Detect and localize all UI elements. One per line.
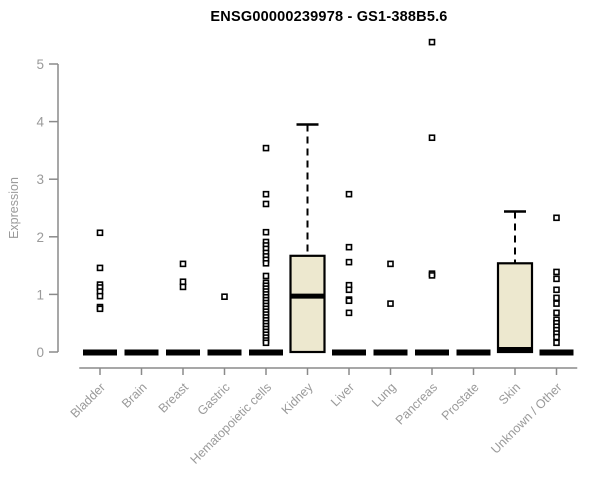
x-tick-label: Lung — [369, 380, 399, 410]
x-tick-label: Brain — [119, 380, 150, 411]
collapsed-box — [456, 349, 491, 356]
x-tick-label: Prostate — [439, 380, 482, 423]
outlier-point — [553, 286, 560, 294]
x-tick-label: Breast — [156, 380, 192, 416]
box — [289, 254, 326, 354]
outlier-point — [262, 228, 270, 236]
chart-title: ENSG00000239978 - GS1-388B5.6 — [210, 9, 448, 25]
outlier-point — [553, 339, 560, 347]
outlier-point — [345, 309, 353, 317]
outlier-point — [179, 278, 187, 286]
outlier-point — [553, 333, 560, 341]
outlier-point — [553, 294, 560, 302]
x-tick-label: Gastric — [195, 380, 233, 418]
x-tick-label: Bladder — [68, 380, 108, 420]
x-tick-label: Skin — [496, 380, 523, 407]
collapsed-box — [415, 349, 449, 356]
median-line — [498, 347, 532, 352]
outlier-point — [428, 272, 436, 279]
median-line — [290, 293, 325, 299]
outlier-point — [179, 283, 187, 291]
y-tick-label: 1 — [36, 287, 44, 302]
outlier-point — [96, 229, 104, 237]
outlier-point — [262, 339, 270, 347]
outlier-point — [553, 214, 560, 222]
outlier-point — [179, 260, 187, 268]
x-tick-label: Pancreas — [393, 380, 440, 427]
outlier-point — [387, 260, 394, 268]
collapsed-box — [373, 349, 408, 356]
outlier-point — [345, 243, 353, 251]
x-tick-label: Hematopoietic cells — [188, 380, 275, 467]
outlier-point — [262, 259, 270, 267]
outlier-point — [553, 268, 560, 276]
outlier-point — [262, 144, 270, 152]
outlier-point — [96, 264, 104, 272]
outlier-point — [262, 190, 270, 198]
outlier-point — [345, 190, 353, 198]
y-tick-label: 3 — [36, 172, 44, 187]
y-tick-label: 0 — [36, 345, 44, 360]
outlier-point — [387, 300, 394, 307]
collapsed-box — [332, 349, 366, 356]
y-tick-label: 5 — [36, 57, 44, 72]
collapsed-box — [124, 349, 159, 356]
outlier-point — [345, 297, 353, 305]
outlier-point — [428, 38, 436, 46]
outlier-point — [345, 258, 353, 266]
collapsed-box — [249, 349, 283, 356]
outlier-point — [96, 305, 104, 313]
y-axis-title: Expression — [7, 177, 21, 239]
y-tick-label: 4 — [36, 115, 44, 130]
collapsed-box — [539, 349, 574, 356]
y-tick-label: 2 — [36, 230, 44, 245]
outlier-point — [553, 300, 560, 307]
outlier-point — [96, 292, 104, 300]
outlier-point — [553, 309, 560, 317]
outlier-point — [428, 134, 436, 142]
outlier-point — [221, 293, 228, 301]
x-tick-label: Liver — [328, 380, 357, 409]
outlier-point — [553, 275, 560, 283]
x-tick-label: Unknown / Other — [488, 380, 564, 456]
box — [496, 262, 534, 354]
outlier-point — [345, 286, 353, 294]
outlier-point — [262, 272, 270, 280]
outlier-point — [262, 200, 270, 208]
collapsed-box — [83, 349, 117, 356]
collapsed-box — [166, 349, 200, 356]
x-tick-label: Kidney — [279, 380, 316, 417]
collapsed-box — [207, 349, 242, 356]
